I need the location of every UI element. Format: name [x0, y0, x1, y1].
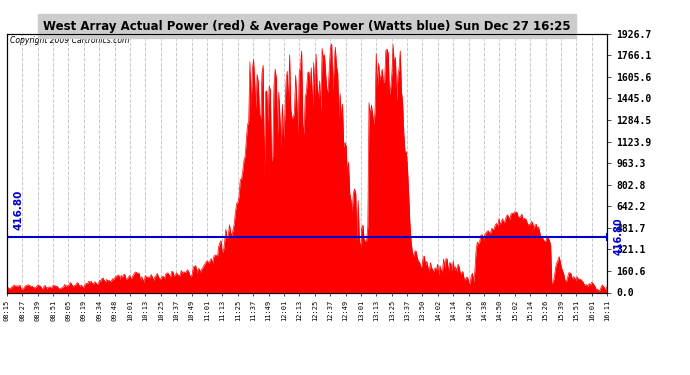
Title: West Array Actual Power (red) & Average Power (Watts blue) Sun Dec 27 16:25: West Array Actual Power (red) & Average … — [43, 20, 571, 33]
Text: 416.80: 416.80 — [613, 218, 623, 255]
Text: 416.80: 416.80 — [13, 190, 23, 231]
Text: Copyright 2009 Cartronics.com: Copyright 2009 Cartronics.com — [10, 36, 129, 45]
